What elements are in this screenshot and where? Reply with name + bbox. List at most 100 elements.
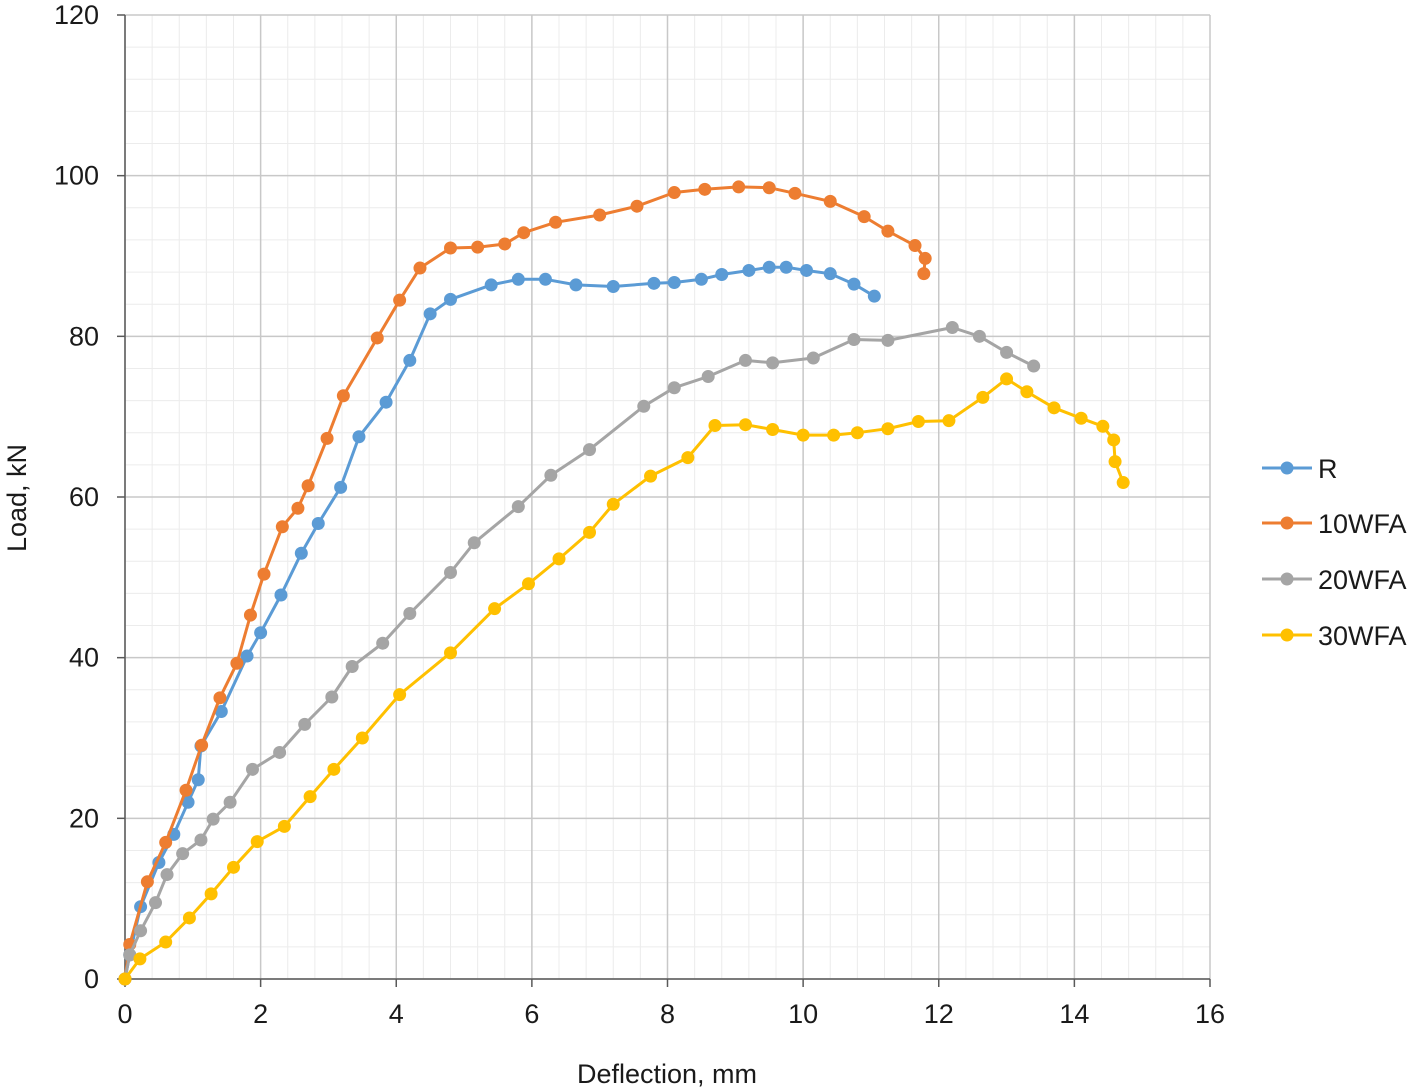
data-point-r (352, 430, 366, 444)
series-10wfa (118, 180, 932, 986)
data-point-20wfa (444, 566, 457, 580)
data-point-10wfa (413, 261, 427, 275)
data-point-20wfa (701, 370, 715, 383)
x-tick-label: 12 (924, 999, 954, 1029)
data-point-30wfa (118, 972, 132, 986)
data-point-10wfa (788, 186, 802, 200)
data-point-r (511, 272, 525, 286)
data-point-20wfa (194, 833, 208, 847)
data-point-20wfa (149, 896, 163, 910)
data-point-30wfa (1116, 476, 1130, 490)
data-point-20wfa (123, 948, 137, 962)
data-point-10wfa (517, 226, 531, 240)
data-point-30wfa (303, 790, 317, 804)
data-point-30wfa (393, 688, 407, 702)
data-point-10wfa (195, 738, 209, 752)
data-point-20wfa (544, 468, 558, 482)
y-tick-label: 0 (84, 964, 99, 994)
data-point-r (214, 704, 228, 718)
data-point-10wfa (444, 241, 457, 255)
data-point-20wfa (766, 356, 780, 370)
data-point-30wfa (850, 426, 864, 440)
data-point-10wfa (918, 251, 932, 265)
data-point-20wfa (245, 762, 259, 776)
legend: R 10WFA 20WFA 30WFA (1262, 454, 1407, 651)
data-point-20wfa (847, 333, 861, 347)
data-point-10wfa (857, 210, 871, 224)
y-tick-label: 100 (54, 161, 99, 191)
data-point-20wfa (160, 868, 174, 882)
y-axis-title: Load, kN (2, 444, 32, 552)
data-point-30wfa (1107, 433, 1121, 447)
y-tick-label: 40 (69, 643, 99, 673)
series-30wfa (118, 372, 1130, 986)
data-point-30wfa (552, 552, 566, 566)
legend-item-20wfa: 20WFA (1262, 565, 1407, 595)
data-point-r (379, 395, 393, 409)
data-point-30wfa (911, 414, 925, 428)
data-point-30wfa (159, 935, 173, 949)
x-tick-label: 2 (253, 999, 268, 1029)
data-point-20wfa (1027, 359, 1041, 373)
data-point-30wfa (1108, 455, 1122, 469)
data-point-20wfa (403, 606, 417, 620)
data-point-10wfa (630, 199, 644, 213)
data-point-10wfa (549, 215, 563, 229)
data-point-30wfa (827, 428, 841, 442)
data-point-10wfa (140, 875, 154, 889)
data-point-r (867, 289, 881, 303)
data-point-30wfa (488, 602, 502, 616)
data-point-30wfa (521, 577, 535, 591)
series-20wfa (118, 320, 1041, 986)
data-point-30wfa (881, 422, 895, 436)
legend-marker-r (1280, 461, 1294, 475)
x-tick-label: 0 (117, 999, 132, 1029)
data-point-10wfa (159, 835, 173, 849)
x-tick-label: 6 (524, 999, 539, 1029)
data-point-r (311, 517, 325, 531)
y-tick-label: 20 (69, 803, 99, 833)
data-point-30wfa (1047, 401, 1061, 415)
data-point-30wfa (277, 819, 291, 833)
data-point-20wfa (298, 717, 312, 731)
data-point-10wfa (593, 208, 607, 222)
legend-label-r: R (1318, 454, 1338, 484)
legend-marker-30wfa (1280, 628, 1294, 642)
data-point-10wfa (301, 479, 315, 493)
data-point-r (742, 263, 756, 277)
legend-marker-10wfa (1280, 516, 1294, 530)
data-point-r (847, 277, 861, 291)
data-point-30wfa (133, 952, 147, 966)
data-point-r (254, 626, 268, 640)
legend-label-20wfa: 20WFA (1318, 565, 1407, 595)
data-point-10wfa (732, 180, 746, 194)
y-tick-labels: 0 20 40 60 80 100 120 (54, 0, 99, 994)
data-point-r (444, 292, 457, 306)
legend-label-30wfa: 30WFA (1318, 621, 1407, 651)
x-tick-label: 14 (1059, 999, 1089, 1029)
data-point-r (823, 267, 837, 281)
data-point-20wfa (738, 353, 752, 367)
data-point-10wfa (917, 267, 931, 281)
data-point-r (294, 546, 308, 560)
data-point-30wfa (250, 835, 264, 849)
data-point-20wfa (176, 847, 190, 861)
data-point-30wfa (942, 414, 956, 428)
data-point-30wfa (766, 423, 780, 437)
data-point-20wfa (511, 500, 525, 514)
data-point-10wfa (881, 224, 895, 238)
data-point-20wfa (345, 660, 359, 674)
data-point-10wfa (667, 186, 681, 200)
data-point-10wfa (230, 656, 244, 670)
data-point-20wfa (945, 320, 959, 334)
data-point-r (334, 480, 348, 494)
data-point-20wfa (806, 351, 820, 365)
data-point-30wfa (444, 646, 457, 660)
data-point-10wfa (275, 520, 289, 534)
data-point-30wfa (796, 428, 810, 442)
data-point-30wfa (583, 525, 597, 539)
data-point-20wfa (206, 812, 220, 826)
data-point-20wfa (881, 333, 895, 347)
